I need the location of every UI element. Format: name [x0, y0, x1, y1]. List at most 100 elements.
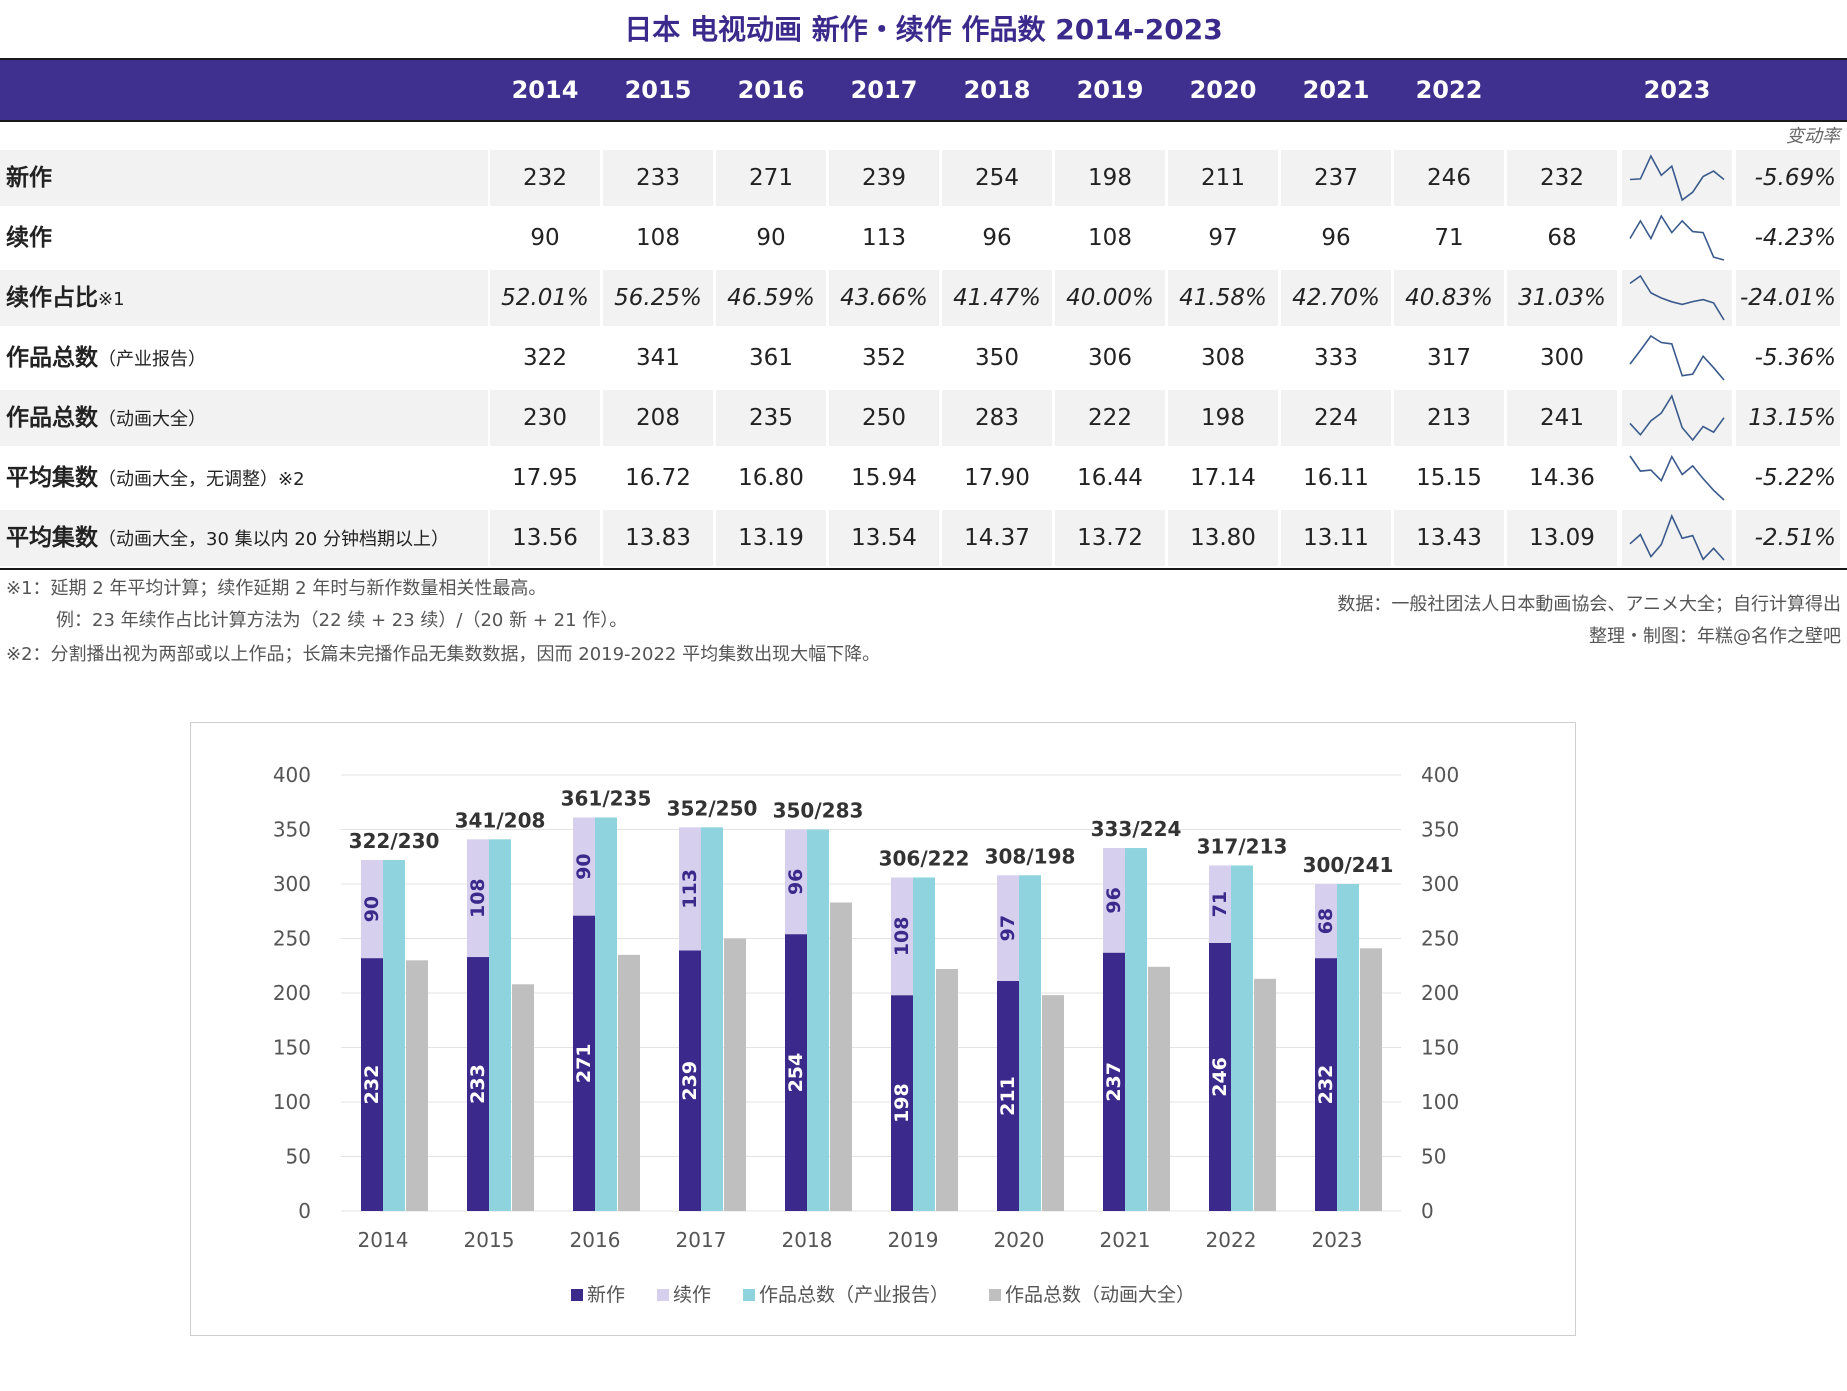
sparkline-cell — [1622, 210, 1732, 266]
x-tick-label: 2016 — [570, 1228, 621, 1252]
bar-sequel-2017 — [679, 827, 701, 951]
cell-2019: 108 — [1088, 225, 1132, 251]
year-header-2020: 2020 — [1189, 76, 1257, 104]
bar-industry-2017 — [701, 827, 723, 1211]
y-tick-right: 350 — [1421, 818, 1459, 842]
change-rate: -5.36% — [1754, 345, 1836, 371]
cell-2021: 13.11 — [1281, 510, 1391, 566]
cell-2021: 42.70% — [1281, 270, 1391, 326]
legend-swatch — [571, 1289, 583, 1301]
cell-2015: 13.83 — [603, 510, 713, 566]
row-label: 续作 — [0, 210, 488, 266]
bar-industry-2020 — [1019, 875, 1041, 1211]
sparkline — [1629, 214, 1725, 261]
data-label-sequel: 113 — [679, 869, 701, 909]
bar-industry-2018 — [807, 829, 829, 1211]
change-rate: -2.51% — [1736, 510, 1840, 566]
bar-encyclopedia-2018 — [830, 902, 852, 1211]
cell-2017: 352 — [862, 345, 906, 371]
cell-2019: 222 — [1055, 390, 1165, 446]
total-label: 306/222 — [879, 846, 970, 870]
sparkline-path — [1629, 274, 1725, 321]
bar-new-2014 — [361, 958, 383, 1211]
change-rate: -5.69% — [1736, 150, 1840, 206]
row-label: 新作 — [0, 150, 488, 206]
y-tick-left: 200 — [273, 981, 311, 1005]
table-row: 新作 232 233 271 239 254 198 211 237 246 232 -5.69% — [0, 150, 1847, 206]
y-tick-right: 50 — [1421, 1145, 1446, 1169]
cell-2018: 14.37 — [942, 510, 1052, 566]
sparkline-path — [1629, 513, 1725, 561]
cell-2018: 96 — [982, 225, 1012, 251]
data-label-new: 232 — [1315, 1065, 1337, 1105]
cell-2016: 271 — [716, 150, 826, 206]
cell-2022: 317 — [1427, 345, 1471, 371]
y-tick-left: 400 — [273, 763, 311, 787]
cell-2022: 15.15 — [1416, 465, 1482, 491]
cell-2017: 13.54 — [829, 510, 939, 566]
legend-label: 作品总数（动画大全） — [1005, 1284, 1195, 1306]
cell-2016: 16.80 — [738, 465, 804, 491]
year-header-2018: 2018 — [963, 76, 1031, 104]
legend-label: 续作 — [673, 1284, 711, 1306]
row-label: 平均集数（动画大全，30 集以内 20 分钟档期以上） — [0, 510, 488, 566]
total-label: 317/213 — [1197, 834, 1288, 858]
row-label-main: 续作占比 — [6, 285, 98, 311]
cell-2023: 232 — [1507, 150, 1617, 206]
bar-sequel-2019 — [891, 877, 913, 996]
sparkline-cell — [1622, 390, 1732, 446]
cell-2014: 230 — [490, 390, 600, 446]
cell-2017: 239 — [829, 150, 939, 206]
sparkline-cell — [1622, 450, 1732, 506]
bar-new-2020 — [997, 981, 1019, 1211]
cell-2022: 246 — [1394, 150, 1504, 206]
bar-encyclopedia-2020 — [1042, 995, 1064, 1211]
x-tick-label: 2020 — [994, 1228, 1045, 1252]
chart-credit: 整理・制图：年糕@名作之壁吧 — [1589, 626, 1841, 647]
data-label-new: 233 — [467, 1064, 489, 1104]
cell-2021: 16.11 — [1303, 465, 1369, 491]
row-label: 作品总数（动画大全） — [0, 390, 488, 446]
cell-2015: 341 — [636, 345, 680, 371]
bar-new-2017 — [679, 950, 701, 1211]
cell-2019: 198 — [1055, 150, 1165, 206]
bar-encyclopedia-2021 — [1148, 966, 1170, 1211]
sparkline-path — [1629, 334, 1725, 381]
cell-2020: 211 — [1168, 150, 1278, 206]
cell-2016: 361 — [749, 345, 793, 371]
table-row: 续作 90 108 90 113 96 108 97 96 71 68 -4.23% — [0, 210, 1847, 266]
sparkline-cell — [1622, 270, 1732, 326]
row-label-sub: （动画大全） — [98, 409, 206, 430]
data-label-sequel: 71 — [1209, 891, 1231, 917]
cell-2018: 17.90 — [964, 465, 1030, 491]
row-label-sub: （动画大全，30 集以内 20 分钟档期以上） — [98, 529, 449, 550]
total-label: 341/208 — [455, 808, 546, 832]
cell-2018: 350 — [975, 345, 1019, 371]
total-label: 322/230 — [349, 829, 440, 853]
year-header-2022: 2022 — [1415, 76, 1483, 104]
data-label-new: 246 — [1209, 1057, 1231, 1097]
change-rate: -24.01% — [1736, 270, 1840, 326]
cell-2019: 40.00% — [1055, 270, 1165, 326]
bar-industry-2014 — [383, 860, 405, 1211]
cell-2021: 237 — [1281, 150, 1391, 206]
y-tick-left: 100 — [273, 1090, 311, 1114]
bar-industry-2016 — [595, 817, 617, 1211]
cell-2014: 90 — [530, 225, 560, 251]
year-header-2016: 2016 — [737, 76, 805, 104]
cell-2018: 41.47% — [942, 270, 1052, 326]
total-label: 352/250 — [667, 796, 758, 820]
data-label-new: 239 — [679, 1061, 701, 1101]
legend-swatch — [989, 1289, 1001, 1301]
change-rate-header: 变动率 — [1786, 126, 1840, 147]
data-label-sequel: 90 — [361, 896, 383, 922]
bar-encyclopedia-2014 — [406, 960, 428, 1211]
bar-new-2015 — [467, 957, 489, 1211]
cell-2020: 198 — [1168, 390, 1278, 446]
sparkline-path — [1629, 394, 1725, 442]
table-row: 平均集数（动画大全，30 集以内 20 分钟档期以上） 13.56 13.83 13.… — [0, 510, 1847, 566]
cell-2017: 113 — [862, 225, 906, 251]
year-header-2014: 2014 — [511, 76, 579, 104]
cell-2019: 13.72 — [1055, 510, 1165, 566]
bar-encyclopedia-2019 — [936, 969, 958, 1211]
